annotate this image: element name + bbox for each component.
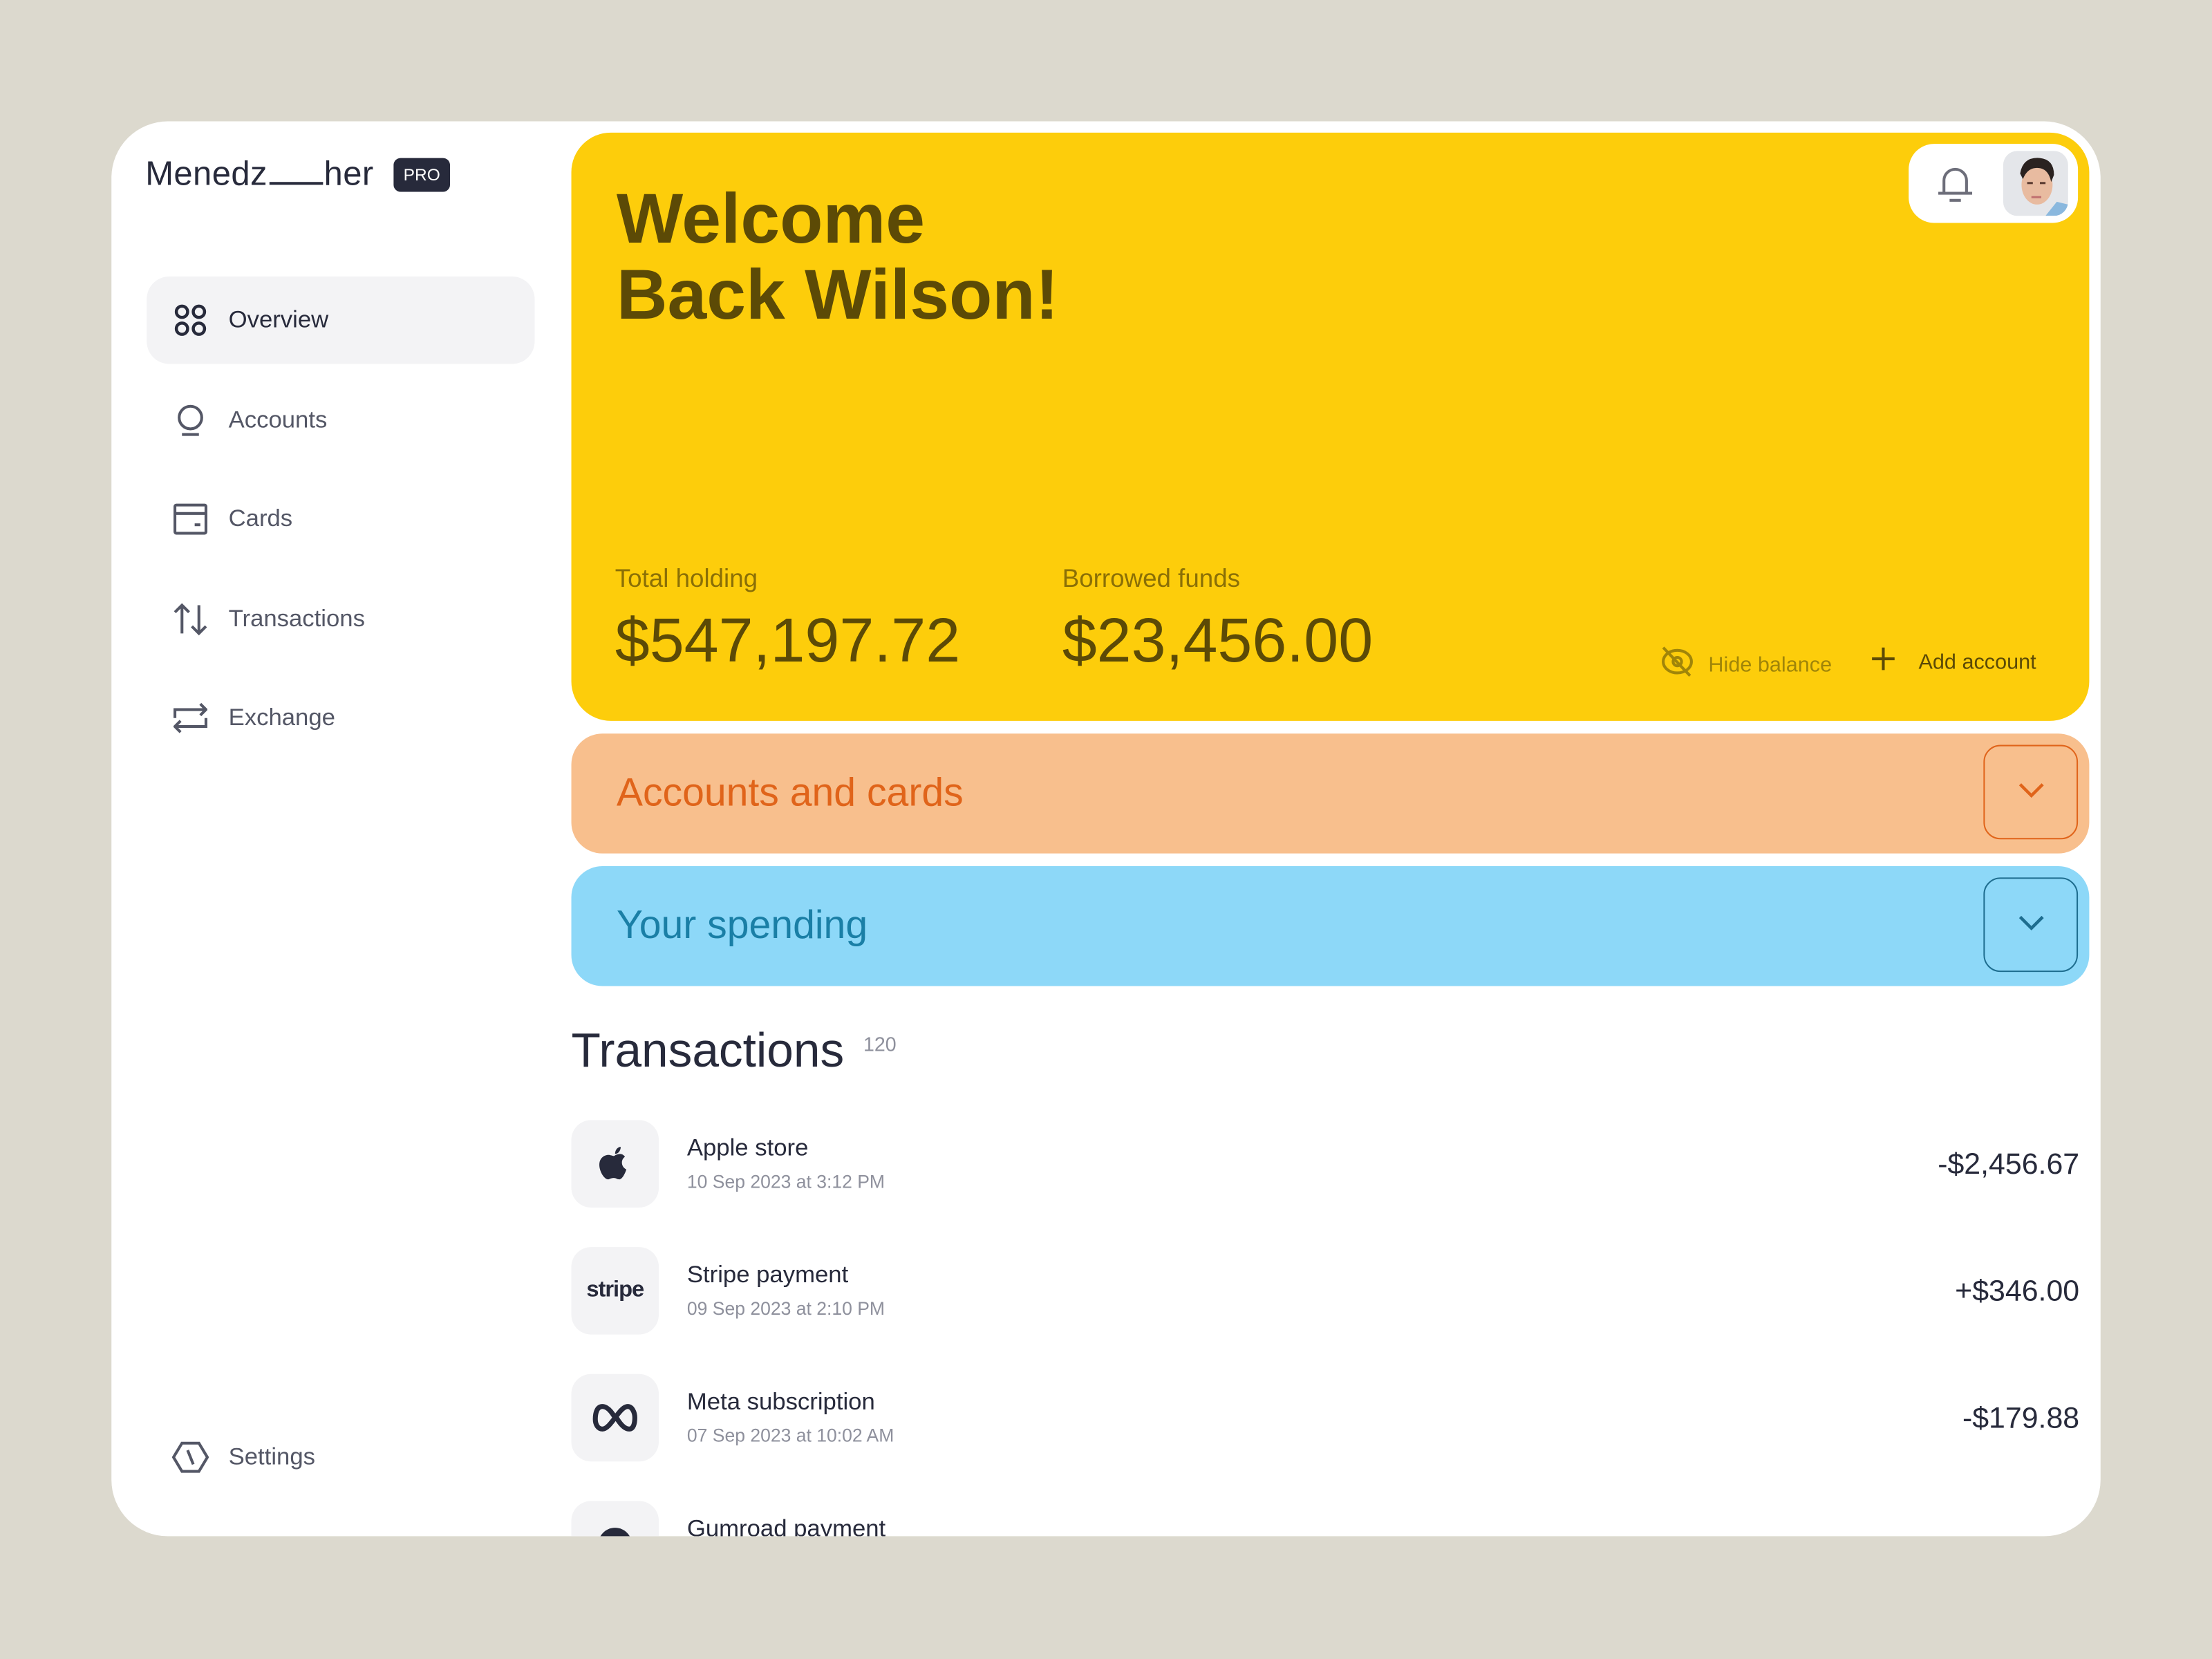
chevron-down-icon [2016, 912, 2045, 937]
brand-name-right: her [324, 155, 374, 194]
transaction-name: Gumroad payment [686, 1515, 886, 1537]
section-title: Your spending [616, 903, 868, 947]
transaction-row[interactable]: Apple store 10 Sep 2023 at 3:12 PM -$2,4… [571, 1120, 2080, 1208]
sidebar-item-label: Exchange [228, 704, 335, 731]
sidebar-item-transactions[interactable]: Transactions [147, 576, 534, 664]
stripe-logo-text: stripe [586, 1277, 644, 1302]
sidebar-item-label: Cards [228, 505, 293, 532]
transaction-date: 07 Sep 2023 at 10:02 AM [686, 1425, 894, 1446]
brand-logo: Menedz her [145, 155, 373, 194]
total-holding-label: Total holding [615, 564, 758, 593]
card-icon [172, 500, 209, 537]
avatar[interactable] [2003, 151, 2068, 216]
grid-circles-icon [172, 302, 209, 339]
arrows-up-down-icon [172, 601, 209, 637]
bell-icon[interactable] [1937, 164, 1974, 210]
apple-icon [571, 1120, 659, 1208]
sidebar-item-accounts[interactable]: Accounts [147, 377, 534, 465]
plus-icon [1871, 646, 1896, 677]
transaction-date: 09 Sep 2023 at 2:10 PM [686, 1297, 885, 1320]
welcome-heading: Welcome Back Wilson! [617, 180, 1059, 332]
meta-icon [571, 1374, 659, 1462]
gumroad-icon [571, 1501, 659, 1537]
sidebar-item-cards[interactable]: Cards [147, 476, 534, 563]
sidebar-item-label: Transactions [228, 605, 365, 632]
brand-name-left: Menedz [145, 155, 268, 194]
total-holding-value: $547,197.72 [615, 606, 961, 676]
eye-off-icon [1660, 646, 1694, 683]
sidebar-item-label: Accounts [228, 406, 328, 433]
header-actions [1909, 144, 2079, 223]
exchange-icon [172, 700, 209, 736]
expand-button[interactable] [1983, 744, 2079, 840]
transaction-name: Meta subscription [686, 1388, 875, 1415]
sidebar-item-label: Overview [228, 306, 329, 333]
welcome-line-1: Welcome [616, 179, 925, 259]
sidebar-item-label: Settings [228, 1443, 315, 1470]
sidebar-item-overview[interactable]: Overview [147, 276, 535, 364]
transaction-row[interactable]: Gumroad payment [571, 1501, 2080, 1537]
borrowed-funds-value: $23,456.00 [1062, 606, 1374, 676]
transaction-row[interactable]: Meta subscription 07 Sep 2023 at 10:02 A… [571, 1374, 2080, 1462]
hide-balance-label: Hide balance [1708, 652, 1833, 677]
transaction-row[interactable]: stripe Stripe payment 09 Sep 2023 at 2:1… [571, 1247, 2080, 1335]
accounts-and-cards-section[interactable]: Accounts and cards [571, 733, 2090, 854]
welcome-line-2: Back Wilson! [616, 255, 1059, 335]
add-account-label: Add account [1918, 649, 2036, 674]
chevron-down-icon [2016, 780, 2045, 805]
settings-icon [171, 1439, 209, 1476]
app-window: Menedz her PRO Overview Accounts Cards Tr… [111, 121, 2101, 1537]
pro-badge: PRO [393, 158, 451, 192]
add-account-button[interactable]: Add account [1871, 646, 2036, 677]
transaction-name: Apple store [686, 1134, 809, 1161]
expand-button[interactable] [1983, 877, 2079, 973]
welcome-card: Welcome Back Wilson! Total holding $547,1… [571, 132, 2090, 721]
transaction-date: 10 Sep 2023 at 3:12 PM [686, 1170, 885, 1192]
your-spending-section[interactable]: Your spending [571, 866, 2090, 986]
borrowed-funds-label: Borrowed funds [1062, 564, 1241, 593]
sidebar-item-exchange[interactable]: Exchange [147, 675, 534, 762]
section-title: Accounts and cards [616, 770, 964, 814]
transaction-name: Stripe payment [686, 1261, 849, 1288]
hide-balance-button[interactable]: Hide balance [1660, 646, 1832, 683]
transaction-amount: +$346.00 [1955, 1275, 2080, 1308]
transactions-count: 120 [863, 1032, 897, 1056]
sidebar-item-settings[interactable]: Settings [147, 1414, 534, 1501]
transactions-heading: Transactions [571, 1024, 845, 1078]
account-icon [172, 402, 209, 439]
transaction-amount: -$2,456.67 [1938, 1148, 2080, 1181]
transaction-amount: -$179.88 [1962, 1402, 2080, 1435]
stripe-icon: stripe [571, 1247, 659, 1335]
